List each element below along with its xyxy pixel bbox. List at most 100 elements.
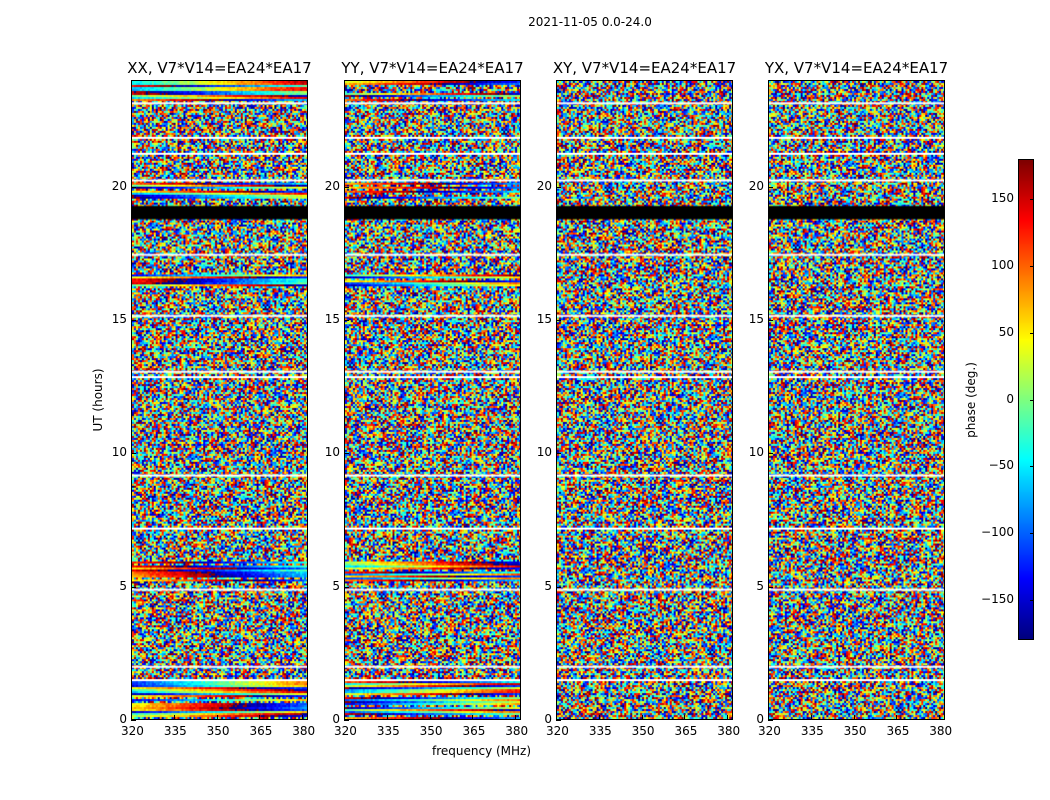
y-tick-label: 5 xyxy=(332,578,340,593)
x-tick-mark xyxy=(429,715,431,720)
panel-title: YY, V7*V14=EA24*EA17 xyxy=(341,59,524,77)
x-tick-mark xyxy=(173,715,175,720)
heatmap-panel-xy xyxy=(556,80,733,720)
colorbar-tick-mark xyxy=(1030,533,1034,535)
x-tick-mark xyxy=(344,715,345,720)
y-tick-label: 15 xyxy=(111,312,127,326)
colorbar-tick-label: 50 xyxy=(998,324,1014,339)
colorbar-tick-label: −150 xyxy=(981,591,1014,606)
x-tick-mark xyxy=(598,715,600,720)
x-tick-label: 320 xyxy=(334,724,357,738)
y-tick-label: 15 xyxy=(536,312,552,326)
x-tick-label: 320 xyxy=(121,724,144,738)
y-tick-mark xyxy=(131,453,136,455)
x-tick-mark xyxy=(727,715,729,720)
x-tick-label: 380 xyxy=(292,724,316,738)
x-tick-mark xyxy=(853,715,855,720)
y-tick-mark xyxy=(131,186,136,188)
y-tick-label: 15 xyxy=(324,312,340,326)
x-tick-mark xyxy=(259,715,261,720)
y-tick-mark xyxy=(344,453,349,455)
y-tick-label: 5 xyxy=(119,578,127,593)
y-tick-mark xyxy=(556,720,561,721)
x-tick-mark xyxy=(641,715,643,720)
x-tick-label: 350 xyxy=(419,724,443,738)
colorbar-tick-mark xyxy=(1030,399,1034,401)
colorbar-tick-mark xyxy=(1030,265,1034,267)
y-tick-mark xyxy=(131,586,136,588)
y-tick-label: 5 xyxy=(756,578,764,593)
colorbar-tick-label: 0 xyxy=(1006,391,1014,406)
y-tick-mark xyxy=(556,453,561,455)
x-tick-mark xyxy=(939,715,941,720)
x-tick-label: 350 xyxy=(843,724,867,738)
figure-title: 2021-11-05 0.0-24.0 xyxy=(528,15,652,29)
y-tick-mark xyxy=(768,720,773,721)
heatmap-panel-yx xyxy=(768,80,945,720)
y-tick-label: 0 xyxy=(756,712,764,726)
y-axis-label: UT (hours) xyxy=(91,368,105,432)
y-tick-mark xyxy=(556,186,561,188)
y-tick-label: 15 xyxy=(748,312,764,326)
x-tick-label: 335 xyxy=(588,724,612,738)
x-tick-label: 380 xyxy=(929,724,953,738)
x-tick-label: 365 xyxy=(462,724,486,738)
colorbar-tick-mark xyxy=(1030,466,1034,468)
y-tick-mark xyxy=(344,186,349,188)
x-axis-label: frequency (MHz) xyxy=(432,744,532,758)
y-tick-label: 10 xyxy=(536,445,552,460)
colorbar-tick-label: −100 xyxy=(981,525,1014,540)
x-tick-mark xyxy=(472,715,474,720)
y-tick-label: 10 xyxy=(111,445,127,460)
y-tick-mark xyxy=(556,320,561,321)
y-tick-mark xyxy=(131,320,136,321)
y-tick-label: 0 xyxy=(332,712,340,726)
x-tick-mark xyxy=(556,715,557,720)
x-tick-label: 380 xyxy=(505,724,529,738)
x-tick-label: 365 xyxy=(886,724,910,738)
heatmap-panel-xx xyxy=(131,80,308,720)
x-tick-label: 320 xyxy=(546,724,569,738)
y-tick-label: 10 xyxy=(748,445,764,460)
y-tick-label: 0 xyxy=(119,712,127,726)
y-tick-label: 10 xyxy=(324,445,340,460)
y-tick-mark xyxy=(131,720,136,721)
colorbar-tick-label: 150 xyxy=(991,191,1014,206)
panel-title: YX, V7*V14=EA24*EA17 xyxy=(764,59,949,77)
x-tick-label: 365 xyxy=(674,724,698,738)
x-tick-label: 335 xyxy=(376,724,400,738)
y-tick-mark xyxy=(556,586,561,588)
x-tick-label: 335 xyxy=(163,724,187,738)
y-tick-label: 20 xyxy=(324,178,340,193)
colorbar-tick-mark xyxy=(1030,332,1034,334)
y-tick-mark xyxy=(768,586,773,588)
panel-title: XX, V7*V14=EA24*EA17 xyxy=(127,59,312,77)
panel-title: XY, V7*V14=EA24*EA17 xyxy=(552,59,737,77)
x-tick-mark xyxy=(810,715,812,720)
y-tick-mark xyxy=(344,720,349,721)
y-tick-label: 5 xyxy=(544,578,552,593)
y-tick-label: 20 xyxy=(536,178,552,193)
x-tick-mark xyxy=(216,715,218,720)
colorbar-tick-label: −50 xyxy=(988,458,1014,473)
x-tick-mark xyxy=(684,715,686,720)
x-tick-mark xyxy=(131,715,132,720)
y-tick-label: 20 xyxy=(748,178,764,193)
y-tick-mark xyxy=(768,320,773,321)
y-tick-label: 0 xyxy=(544,712,552,726)
y-tick-mark xyxy=(768,186,773,188)
x-tick-mark xyxy=(768,715,769,720)
colorbar-tick-mark xyxy=(1030,599,1034,601)
y-tick-mark xyxy=(344,320,349,321)
y-tick-mark xyxy=(768,453,773,455)
colorbar-tick-label: 100 xyxy=(991,257,1014,272)
x-tick-label: 320 xyxy=(758,724,781,738)
x-tick-label: 335 xyxy=(800,724,824,738)
x-tick-label: 365 xyxy=(249,724,273,738)
x-tick-label: 380 xyxy=(717,724,741,738)
heatmap-panel-yy xyxy=(344,80,521,720)
colorbar-tick-mark xyxy=(1030,199,1034,201)
x-tick-label: 350 xyxy=(631,724,655,738)
x-tick-mark xyxy=(302,715,304,720)
